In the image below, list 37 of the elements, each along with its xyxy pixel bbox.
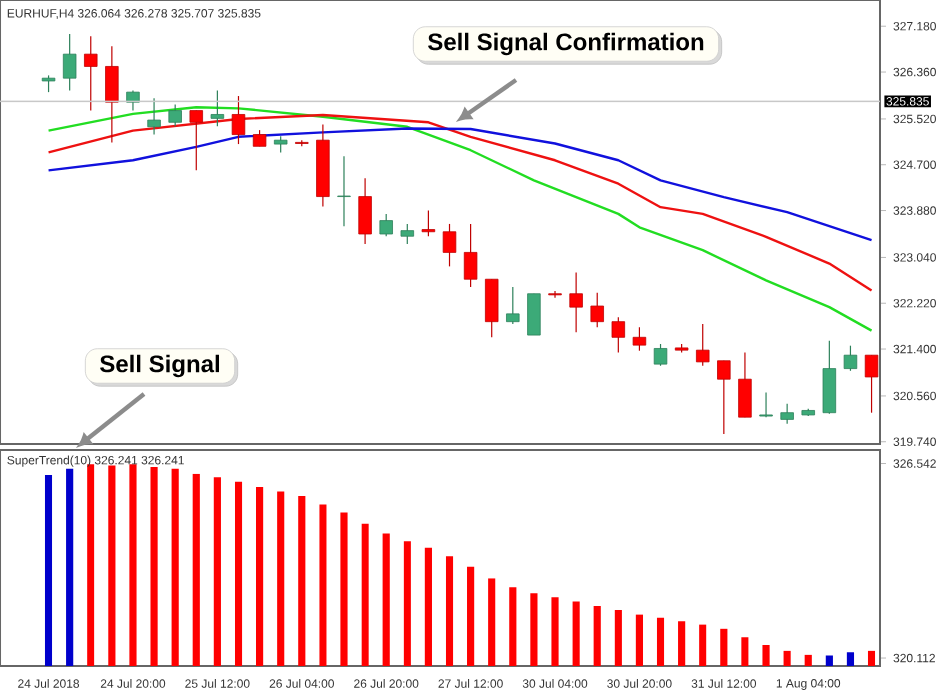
annotation: Sell Signal Confirmation <box>428 32 704 56</box>
candlestick <box>759 392 773 418</box>
line-series <box>47 106 873 332</box>
candlestick <box>105 45 119 143</box>
candlestick <box>484 278 499 338</box>
annotation: Sell Signal <box>100 354 219 378</box>
candlestick <box>527 293 541 336</box>
candlestick <box>168 103 182 127</box>
candlestick <box>147 97 161 136</box>
candlestick <box>442 223 457 267</box>
candlestick <box>337 155 351 227</box>
candlestick <box>780 403 794 425</box>
candlestick <box>231 95 246 145</box>
line-series <box>47 113 873 292</box>
candlestick <box>653 343 668 367</box>
candlestick <box>611 316 626 353</box>
candlestick <box>864 354 879 414</box>
candlestick <box>189 109 203 171</box>
candlestick <box>421 209 436 237</box>
candlestick <box>843 345 858 372</box>
candlestick <box>738 351 752 418</box>
candlestick <box>822 340 837 415</box>
candlestick <box>506 286 520 325</box>
candlestick <box>463 223 478 288</box>
candlestick <box>126 89 140 112</box>
candlestick <box>590 292 604 328</box>
candlestick <box>696 323 710 367</box>
candlestick <box>717 360 731 435</box>
candlestick <box>358 177 372 245</box>
candlestick <box>379 213 393 237</box>
candlestick <box>548 290 562 299</box>
candlestick <box>210 89 225 127</box>
candlestick <box>62 33 77 92</box>
candlestick <box>400 223 415 245</box>
candlestick <box>84 35 98 112</box>
candlestick <box>632 326 647 352</box>
candlestick <box>569 271 583 333</box>
